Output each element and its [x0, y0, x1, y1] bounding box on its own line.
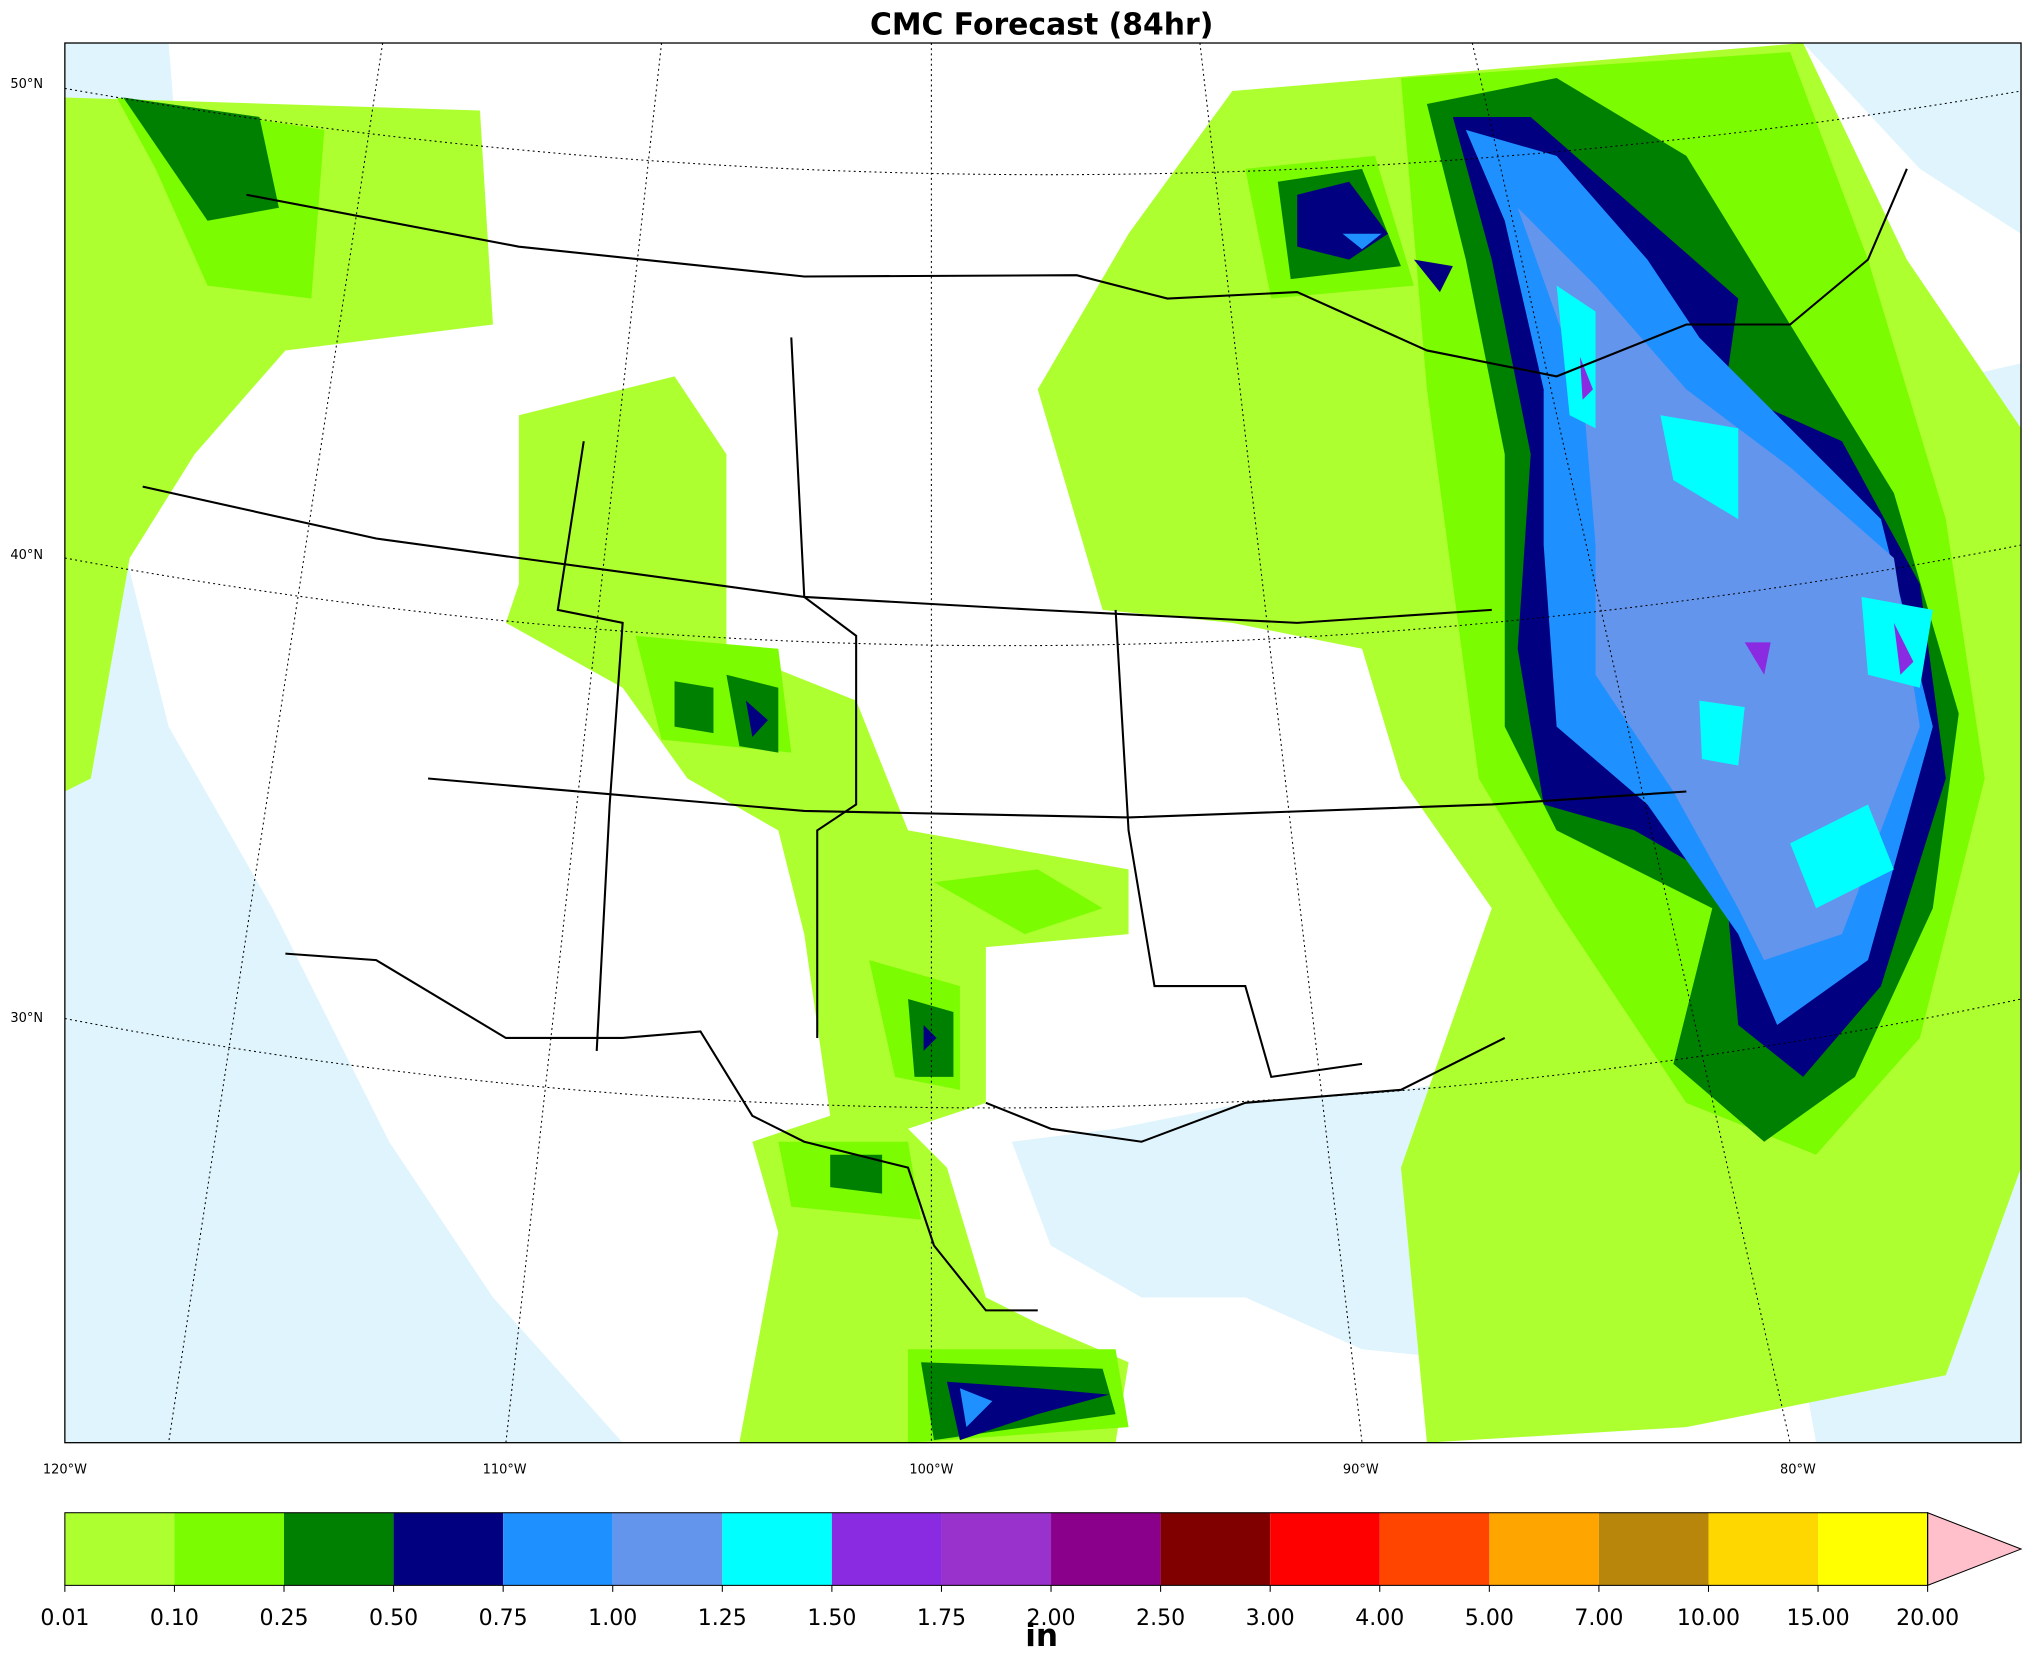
lat-label: 30°N [10, 1011, 43, 1026]
precip-purple [1579, 356, 1914, 675]
colorbar-tick-label: 2.50 [1136, 1606, 1185, 1631]
colorbar-tick-label: 0.25 [259, 1606, 308, 1631]
title: CMC Forecast (84hr) [870, 8, 1213, 43]
colorbar-tick-label: 0.75 [479, 1606, 528, 1631]
colorbar-bin [1708, 1512, 1819, 1586]
colorbar-frame [64, 1512, 1929, 1586]
colorbar: 0.01 0.10 0.25 0.50 0.75 1.00 1.25 1.50 1.75 2.00… [40, 1511, 2023, 1631]
colorbar-bin [1051, 1512, 1161, 1586]
colorbar-label: in [1025, 1618, 1058, 1654]
colorbar-bin [722, 1512, 832, 1586]
colorbar-bin [174, 1512, 285, 1586]
colorbar-tick-label: 1.25 [698, 1606, 747, 1631]
map: 50°N 40°N 30°N 120°W 110°W 100°W 90°W 80… [10, 42, 2022, 1477]
graticule [64, 42, 2022, 1443]
borders [142, 168, 1908, 1312]
colorbar-tick-label: 20.00 [1896, 1606, 1959, 1631]
colorbar-tick-label: 1.00 [588, 1606, 637, 1631]
lon-label: 90°W [1343, 1462, 1379, 1477]
ocean [1803, 43, 2022, 234]
ocean [64, 43, 623, 1443]
lon-label: 120°W [43, 1462, 87, 1477]
map-frame [64, 42, 2022, 1444]
colorbar-tick-label: 10.00 [1677, 1606, 1740, 1631]
colorbar-bin [503, 1512, 613, 1586]
colorbar-bin [284, 1512, 394, 1586]
colorbar-tick-label: 3.00 [1246, 1606, 1295, 1631]
colorbar-bin [393, 1512, 504, 1586]
lon-label: 100°W [909, 1462, 953, 1477]
colorbar-tick-label: 1.75 [917, 1606, 966, 1631]
colorbar-bin [1270, 1512, 1380, 1586]
colorbar-bin [831, 1512, 942, 1586]
colorbar-bin [1160, 1512, 1271, 1586]
lon-label: 80°W [1780, 1462, 1816, 1477]
colorbar-tick-label: 1.50 [807, 1606, 856, 1631]
colorbar-tick-label: 0.10 [150, 1606, 199, 1631]
colorbar-extend [1927, 1511, 2023, 1587]
colorbar-tick-label: 4.00 [1355, 1606, 1404, 1631]
colorbar-bin [1379, 1512, 1490, 1586]
precip-cornflower [1517, 207, 1920, 961]
colorbar-tick-label: 0.50 [369, 1606, 418, 1631]
colorbar-bin [1598, 1512, 1709, 1586]
colorbar-tick-label: 0.01 [40, 1606, 89, 1631]
colorbar-tick-label: 2.00 [1026, 1606, 1075, 1631]
colorbar-tick-label: 7.00 [1574, 1606, 1623, 1631]
lon-label: 110°W [483, 1462, 527, 1477]
colorbar-bin [941, 1512, 1052, 1586]
colorbar-tick-label: 15.00 [1786, 1606, 1849, 1631]
colorbar-bin [64, 1512, 175, 1586]
colorbar-bin [1489, 1512, 1599, 1586]
colorbar-bin [1818, 1512, 1928, 1586]
lat-label: 40°N [10, 548, 43, 563]
precip-cyan [1556, 285, 1933, 909]
colorbar-tick-label: 5.00 [1465, 1606, 1514, 1631]
colorbar-bin [612, 1512, 723, 1586]
lat-label: 50°N [10, 77, 43, 92]
